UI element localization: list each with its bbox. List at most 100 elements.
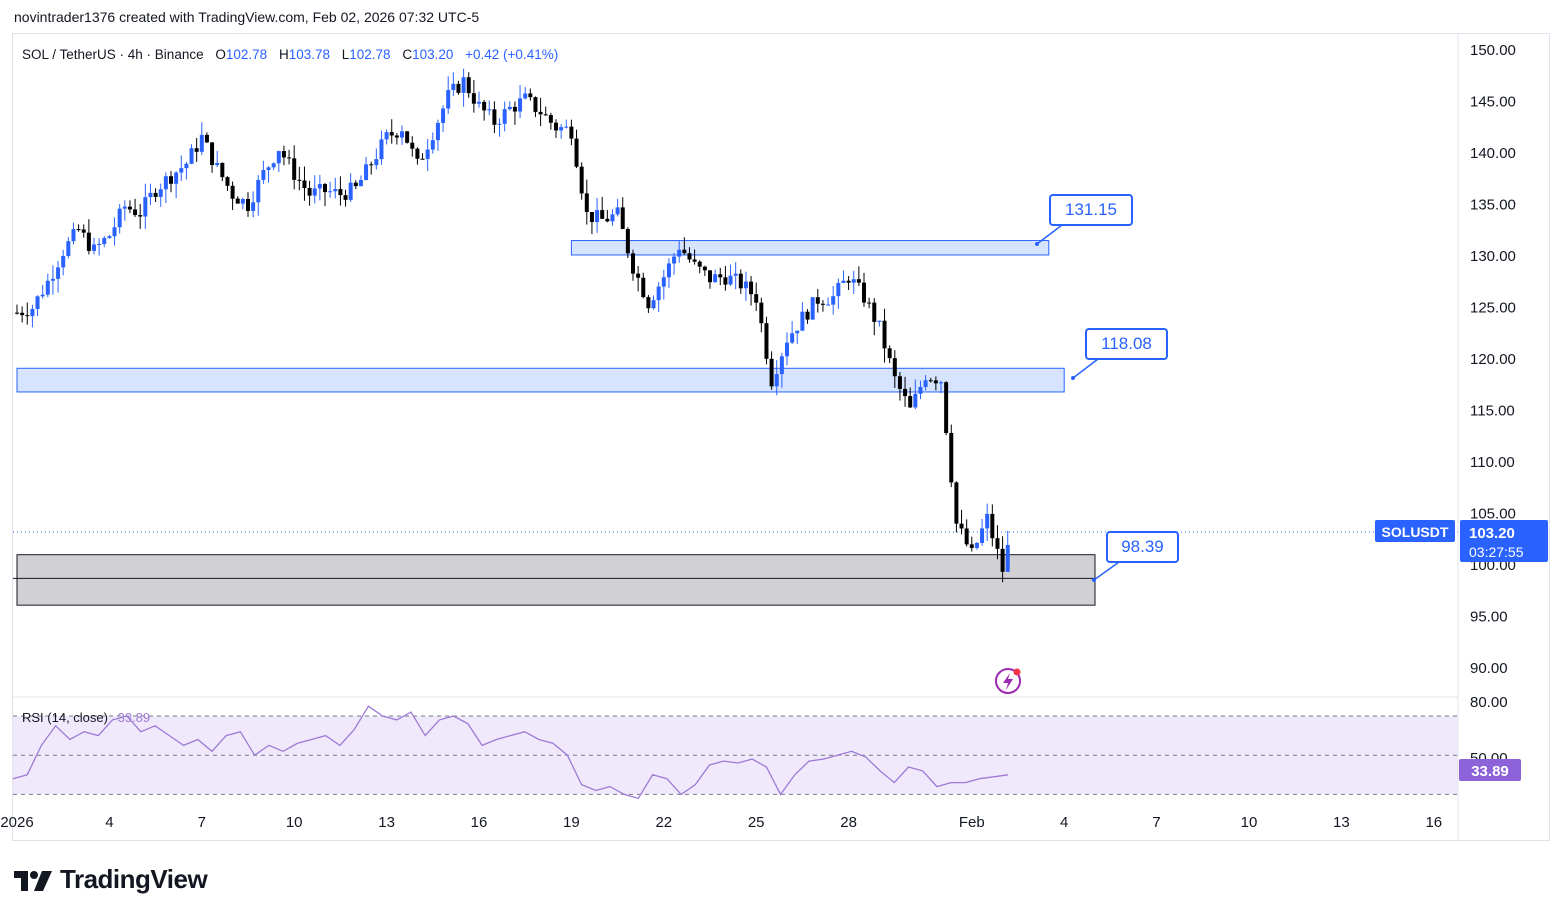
candle-body bbox=[826, 304, 831, 306]
candle-body bbox=[682, 249, 687, 254]
x-tick-label: 28 bbox=[840, 814, 857, 831]
candle bbox=[554, 119, 558, 138]
open-value: 102.78 bbox=[226, 47, 267, 62]
candle-body bbox=[928, 380, 933, 382]
candle-body bbox=[656, 286, 661, 301]
candle bbox=[785, 332, 789, 366]
candle-body bbox=[358, 180, 363, 187]
candle-body bbox=[482, 101, 487, 111]
candle-body bbox=[851, 279, 856, 283]
candle-body bbox=[528, 93, 533, 98]
candle-body bbox=[913, 393, 918, 408]
candle-body bbox=[45, 280, 50, 295]
candle bbox=[518, 85, 523, 119]
price-callout[interactable]: 98.39 bbox=[1092, 531, 1179, 582]
candle-body bbox=[297, 179, 302, 181]
candle-body bbox=[815, 297, 820, 304]
candle-body bbox=[307, 188, 312, 196]
resistance-zone-1[interactable] bbox=[16, 367, 1065, 393]
candle bbox=[251, 191, 256, 218]
candle bbox=[990, 504, 995, 547]
candle bbox=[944, 381, 949, 436]
change-value: +0.42 (+0.41%) bbox=[465, 47, 558, 62]
candle-body bbox=[831, 296, 836, 305]
candle-body bbox=[574, 138, 579, 167]
rsi-legend-value: 33.89 bbox=[118, 710, 151, 725]
candle bbox=[174, 171, 179, 199]
candle bbox=[127, 200, 132, 214]
callout-pointer bbox=[1093, 561, 1120, 581]
candle bbox=[523, 87, 528, 100]
x-tick-label: 16 bbox=[1425, 814, 1442, 831]
price-callout[interactable]: 131.15 bbox=[1035, 194, 1133, 246]
candle-body bbox=[897, 376, 902, 389]
candle-body bbox=[97, 244, 102, 246]
candle bbox=[877, 320, 882, 327]
candle bbox=[497, 118, 502, 137]
candle bbox=[718, 267, 723, 286]
rsi-value-tag-label: 33.89 bbox=[1471, 763, 1509, 780]
x-tick-label: 10 bbox=[1241, 814, 1258, 831]
candle-body bbox=[651, 300, 656, 309]
candle bbox=[564, 119, 569, 129]
candle-body bbox=[677, 249, 682, 257]
candle bbox=[328, 181, 333, 198]
candle-body bbox=[281, 151, 286, 158]
y-tick-label: 115.00 bbox=[1470, 403, 1515, 420]
callout-box bbox=[1085, 328, 1168, 360]
support-zone-gray[interactable] bbox=[16, 554, 1096, 606]
candle-body bbox=[471, 93, 476, 104]
candle bbox=[646, 294, 651, 313]
candle-body bbox=[215, 162, 220, 166]
candle bbox=[323, 182, 327, 207]
candle-body bbox=[76, 229, 81, 231]
candle-body bbox=[820, 303, 825, 305]
candle-body bbox=[959, 523, 964, 529]
lightning-alert-icon[interactable] bbox=[995, 668, 1021, 694]
candle bbox=[81, 224, 86, 238]
candle bbox=[841, 270, 846, 284]
rsi-line bbox=[12, 705, 1009, 800]
resistance-zone-0[interactable] bbox=[570, 240, 1050, 256]
x-tick-label: 19 bbox=[563, 814, 580, 831]
candle-body bbox=[15, 312, 19, 314]
callout-label: 98.39 bbox=[1121, 537, 1164, 556]
candle-body bbox=[163, 176, 168, 190]
candle-body bbox=[692, 259, 697, 262]
candle-body bbox=[718, 274, 723, 278]
candle-body bbox=[133, 209, 138, 216]
candle-body bbox=[636, 273, 641, 278]
candle-body bbox=[446, 89, 451, 109]
candle bbox=[882, 308, 887, 363]
candle bbox=[425, 139, 430, 172]
candle bbox=[45, 273, 50, 298]
y-tick-label: 120.00 bbox=[1470, 351, 1516, 368]
candle-body bbox=[589, 211, 594, 223]
candle bbox=[543, 106, 548, 116]
candle bbox=[538, 97, 543, 127]
callout-anchor bbox=[1035, 242, 1039, 246]
candle-body bbox=[856, 279, 861, 283]
candle-body bbox=[261, 170, 266, 180]
x-tick-label: Feb bbox=[959, 814, 985, 831]
candle bbox=[738, 269, 743, 294]
candle bbox=[964, 519, 969, 547]
candle bbox=[913, 379, 918, 410]
candle-body bbox=[461, 77, 466, 93]
candle-body bbox=[1000, 548, 1005, 572]
candle bbox=[923, 375, 928, 391]
callout-label: 118.08 bbox=[1101, 334, 1152, 353]
candle bbox=[795, 330, 800, 345]
candle-body bbox=[990, 513, 995, 539]
candle-body bbox=[353, 182, 358, 187]
candle bbox=[204, 132, 209, 143]
y-tick-label: 140.00 bbox=[1470, 145, 1516, 162]
candle-body bbox=[405, 131, 410, 143]
candle bbox=[692, 249, 697, 265]
candle bbox=[71, 222, 76, 245]
candle-body bbox=[220, 162, 225, 178]
price-callout[interactable]: 118.08 bbox=[1071, 328, 1168, 380]
candle bbox=[903, 376, 908, 407]
candle bbox=[415, 147, 420, 165]
